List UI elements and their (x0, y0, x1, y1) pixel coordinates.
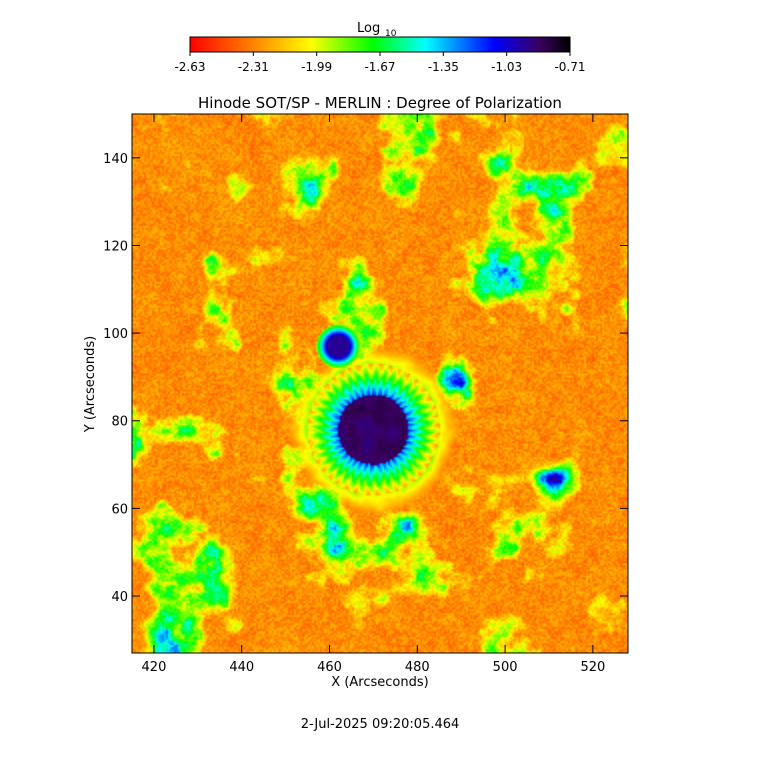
x-tick-label: 480 (405, 660, 430, 675)
colorbar-tick-label: -1.35 (428, 60, 459, 74)
colorbar-tick-label: -2.63 (174, 60, 205, 74)
y-tick-label: 140 (103, 152, 128, 167)
y-tick-label: 40 (111, 590, 128, 605)
x-tick-label: 520 (580, 660, 605, 675)
colorbar-tick-label: -0.71 (554, 60, 585, 74)
x-axis-label: X (Arcseconds) (331, 675, 428, 690)
colorbar-ticks: -2.63 -2.31 -1.99 -1.67 -1.35 -1.03 -0.71 (174, 52, 586, 74)
heatmap-image (132, 114, 628, 653)
colorbar-tick-label: -1.67 (364, 60, 395, 74)
colorbar-label: Log (357, 21, 380, 36)
timestamp: 2-Jul-2025 09:20:05.464 (301, 717, 460, 732)
colorbar-tick-label: -1.03 (491, 60, 522, 74)
colorbar: Log 10 -2.63 -2.31 -1.99 -1.67 -1.35 -1.03 -0.… (174, 21, 585, 74)
y-axis-label: Y (Arcseconds) (83, 336, 98, 433)
colorbar-tick-label: -2.31 (238, 60, 269, 74)
y-tick-label: 80 (111, 415, 128, 430)
x-axis-ticks: 420 440 460 480 500 520 (142, 114, 605, 675)
y-tick-label: 60 (111, 502, 128, 517)
chart-title: Hinode SOT/SP - MERLIN : Degree of Polar… (198, 94, 562, 112)
x-tick-label: 420 (142, 660, 167, 675)
plot-frame (131, 113, 629, 654)
colorbar-tick-label: -1.99 (301, 60, 332, 74)
y-tick-label: 100 (103, 327, 128, 342)
y-axis-ticks: 40 60 80 100 120 140 (103, 152, 628, 605)
x-tick-label: 500 (493, 660, 518, 675)
y-tick-label: 120 (103, 239, 128, 254)
x-tick-label: 440 (229, 660, 254, 675)
x-tick-label: 460 (317, 660, 342, 675)
colorbar-gradient (189, 36, 571, 53)
colorbar-label-subscript: 10 (385, 29, 397, 39)
